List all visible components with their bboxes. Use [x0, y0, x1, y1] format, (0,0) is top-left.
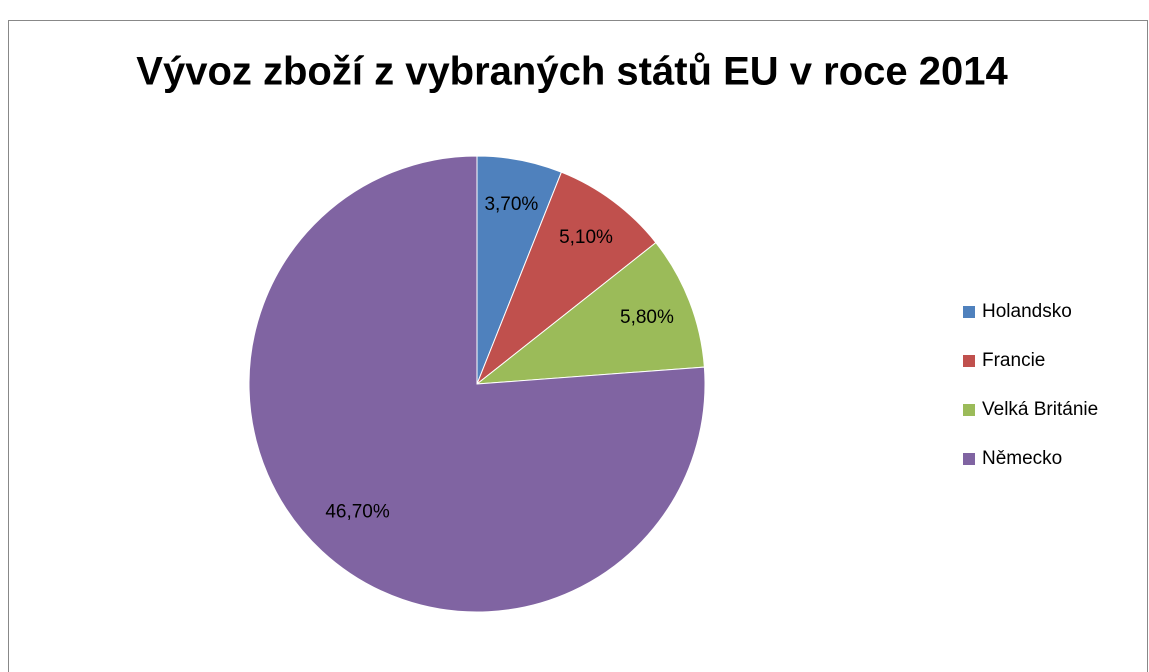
- legend-label: Německo: [982, 448, 1062, 469]
- data-label: 3,70%: [484, 194, 538, 215]
- legend-swatch: [963, 355, 975, 367]
- legend-swatch: [963, 306, 975, 318]
- pie-slice: [248, 155, 706, 613]
- pie-slice: [475, 241, 705, 385]
- legend-label: Francie: [982, 350, 1045, 371]
- legend-label: Velká Británie: [982, 399, 1098, 420]
- data-label: 5,10%: [559, 227, 613, 248]
- legend-label: Holandsko: [982, 301, 1072, 322]
- legend-swatch: [963, 453, 975, 465]
- chart-title: Vývoz zboží z vybraných států EU v roce …: [136, 50, 1008, 94]
- legend-swatch: [963, 404, 975, 416]
- pie-slice: [475, 171, 657, 386]
- data-label: 46,70%: [325, 502, 390, 523]
- data-label: 5,80%: [620, 307, 674, 328]
